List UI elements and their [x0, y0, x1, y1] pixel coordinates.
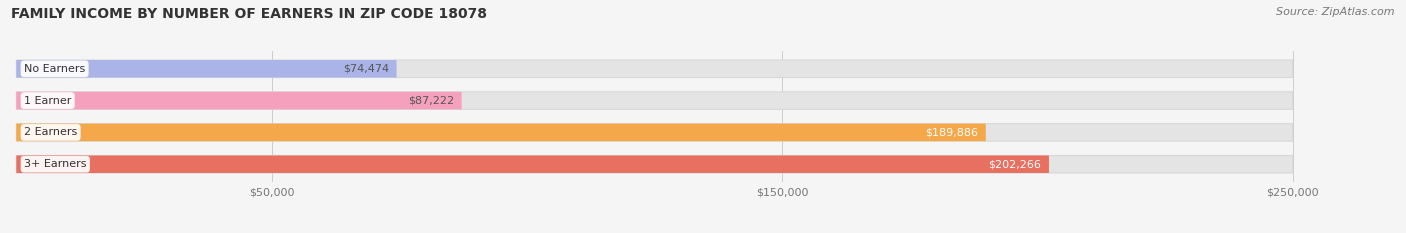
- Text: 2 Earners: 2 Earners: [24, 127, 77, 137]
- FancyBboxPatch shape: [17, 60, 1292, 78]
- FancyBboxPatch shape: [17, 155, 1049, 173]
- Text: 3+ Earners: 3+ Earners: [24, 159, 87, 169]
- FancyBboxPatch shape: [17, 92, 461, 109]
- Text: $202,266: $202,266: [988, 159, 1042, 169]
- Text: No Earners: No Earners: [24, 64, 86, 74]
- FancyBboxPatch shape: [17, 92, 1292, 109]
- FancyBboxPatch shape: [17, 124, 1292, 141]
- FancyBboxPatch shape: [17, 124, 986, 141]
- Text: 1 Earner: 1 Earner: [24, 96, 72, 106]
- FancyBboxPatch shape: [17, 155, 1292, 173]
- Text: $87,222: $87,222: [408, 96, 454, 106]
- Text: FAMILY INCOME BY NUMBER OF EARNERS IN ZIP CODE 18078: FAMILY INCOME BY NUMBER OF EARNERS IN ZI…: [11, 7, 488, 21]
- Text: $189,886: $189,886: [925, 127, 979, 137]
- Text: $74,474: $74,474: [343, 64, 389, 74]
- Text: Source: ZipAtlas.com: Source: ZipAtlas.com: [1277, 7, 1395, 17]
- FancyBboxPatch shape: [17, 60, 396, 78]
